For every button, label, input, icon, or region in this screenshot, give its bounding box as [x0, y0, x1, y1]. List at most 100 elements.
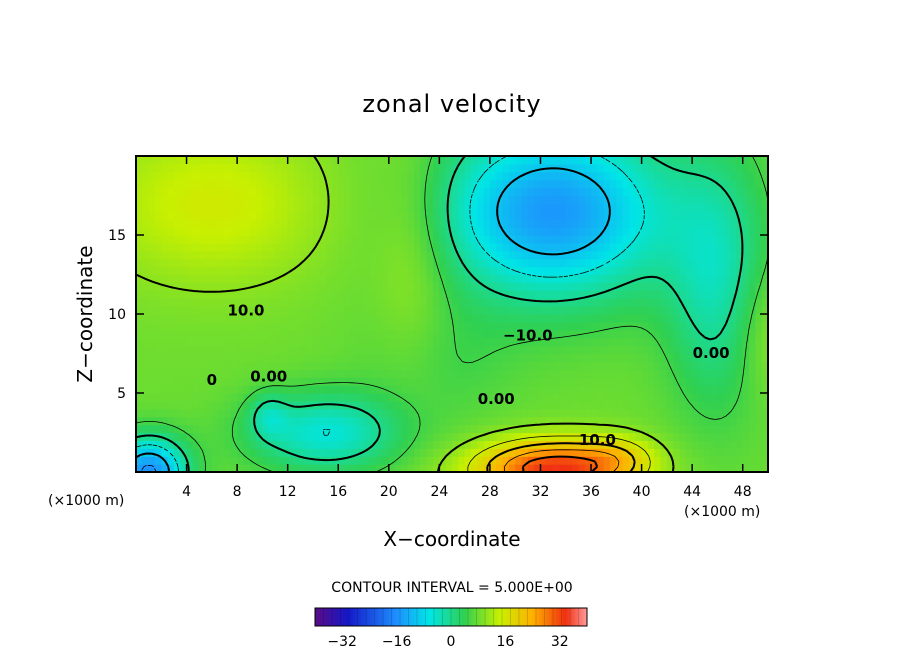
heatmap-cell	[218, 282, 226, 291]
heatmap-cell	[464, 361, 472, 370]
heatmap-cell	[584, 424, 592, 434]
heatmap-cell	[388, 361, 396, 370]
heatmap-cell	[483, 227, 491, 236]
heatmap-cell	[711, 432, 719, 441]
heatmap-cell	[224, 321, 232, 331]
heatmap-cell	[452, 361, 459, 370]
heatmap-cell	[344, 235, 352, 244]
heatmap-cell	[363, 242, 371, 252]
heatmap-cell	[515, 171, 523, 181]
heatmap-cell	[237, 424, 245, 434]
heatmap-cell	[142, 353, 150, 362]
heatmap-cell	[736, 448, 744, 457]
heatmap-cell	[736, 163, 744, 173]
heatmap-cell	[565, 353, 573, 362]
heatmap-cell	[723, 258, 731, 268]
heatmap-cell	[749, 432, 756, 441]
heatmap-cell	[136, 203, 143, 212]
heatmap-cell	[300, 258, 308, 268]
heatmap-cell	[294, 306, 301, 315]
heatmap-cell	[243, 219, 251, 228]
heatmap-cell	[610, 408, 617, 418]
heatmap-cell	[407, 187, 415, 197]
heatmap-cell	[540, 266, 548, 276]
heatmap-cell	[654, 290, 662, 299]
heatmap-cell	[433, 290, 440, 299]
heatmap-cell	[192, 171, 200, 181]
heatmap-cell	[616, 258, 624, 268]
heatmap-cell	[357, 242, 365, 252]
heatmap-cell	[578, 440, 586, 449]
heatmap-cell	[199, 274, 207, 283]
heatmap-cell	[300, 290, 308, 299]
heatmap-cell	[477, 282, 485, 291]
heatmap-cell	[761, 290, 768, 299]
heatmap-cell	[502, 440, 510, 449]
heatmap-cell	[616, 219, 624, 228]
heatmap-cell	[761, 211, 768, 220]
heatmap-cell	[553, 290, 561, 299]
heatmap-cell	[262, 329, 270, 339]
heatmap-cell	[142, 448, 150, 457]
heatmap-cell	[489, 156, 497, 165]
heatmap-cell	[426, 156, 434, 165]
heatmap-cell	[527, 464, 535, 472]
heatmap-cell	[692, 416, 700, 426]
heatmap-cell	[331, 329, 339, 339]
heatmap-cell	[426, 235, 434, 244]
heatmap-cell	[262, 282, 270, 291]
heatmap-cell	[622, 353, 630, 362]
heatmap-cell	[224, 274, 232, 283]
heatmap-cell	[256, 440, 263, 449]
heatmap-cell	[616, 156, 624, 165]
heatmap-cell	[610, 353, 617, 362]
heatmap-cell	[717, 369, 725, 378]
heatmap-cell	[508, 211, 516, 220]
heatmap-cell	[742, 456, 750, 465]
heatmap-cell	[736, 258, 744, 268]
heatmap-cell	[704, 329, 712, 339]
heatmap-cell	[325, 329, 333, 339]
heatmap-cell	[262, 416, 270, 426]
heatmap-cell	[205, 456, 213, 465]
heatmap-cell	[603, 179, 611, 189]
heatmap-cell	[344, 171, 352, 181]
heatmap-cell	[559, 385, 567, 394]
heatmap-cell	[319, 329, 327, 339]
heatmap-cell	[641, 432, 649, 441]
heatmap-cell	[426, 400, 434, 410]
heatmap-cell	[148, 211, 156, 220]
heatmap-cell	[508, 156, 516, 165]
heatmap-cell	[369, 163, 377, 173]
heatmap-cell	[515, 377, 523, 386]
heatmap-cell	[420, 258, 428, 268]
y-tick-label: 5	[117, 386, 126, 402]
heatmap-cell	[161, 329, 169, 339]
heatmap-cell	[211, 353, 219, 362]
heatmap-cell	[445, 385, 453, 394]
heatmap-cell	[319, 219, 327, 228]
heatmap-cell	[578, 448, 586, 457]
heatmap-cell	[331, 321, 339, 331]
heatmap-cell	[692, 306, 700, 315]
heatmap-cell	[275, 408, 282, 418]
heatmap-cell	[597, 416, 605, 426]
heatmap-cell	[363, 211, 371, 220]
heatmap-cell	[249, 440, 257, 449]
heatmap-cell	[483, 408, 491, 418]
heatmap-cell	[628, 385, 636, 394]
heatmap-cell	[331, 203, 339, 212]
heatmap-cell	[660, 274, 668, 283]
heatmap-cell	[761, 156, 768, 165]
heatmap-cell	[508, 385, 516, 394]
heatmap-cell	[243, 440, 251, 449]
heatmap-cell	[647, 337, 655, 347]
heatmap-cell	[180, 314, 188, 323]
heatmap-cell	[692, 195, 700, 204]
heatmap-cell	[325, 377, 333, 386]
heatmap-cell	[534, 321, 542, 331]
heatmap-cell	[635, 290, 643, 299]
heatmap-cell	[319, 345, 327, 355]
heatmap-cell	[603, 298, 611, 307]
heatmap-cell	[300, 306, 308, 315]
